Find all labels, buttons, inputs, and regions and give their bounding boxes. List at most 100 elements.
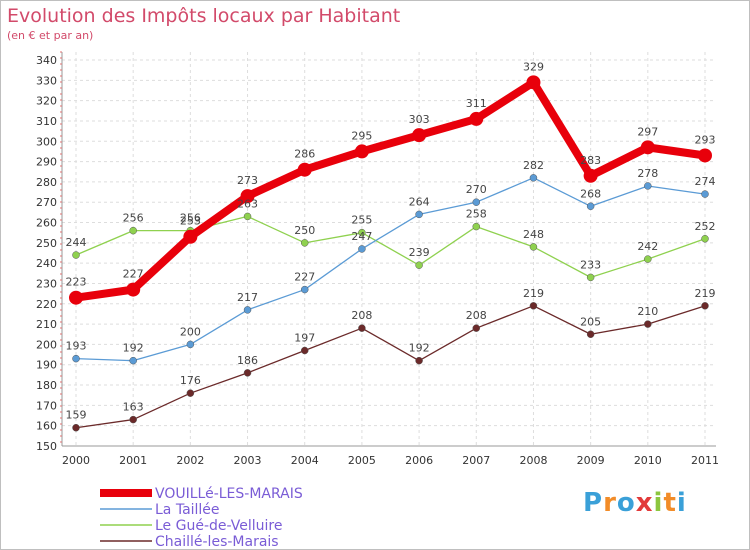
x-tick-label: 2002 [176,454,204,467]
y-tick-label: 330 [36,74,57,87]
data-point [297,162,312,177]
data-label: 293 [695,133,716,146]
data-point [698,148,712,163]
data-point [72,423,80,432]
data-label: 329 [523,60,544,73]
data-label: 233 [580,258,601,271]
logo-letter: t [663,488,677,518]
data-point [72,354,80,363]
data-point [529,174,538,182]
data-point [129,226,137,235]
data-point [126,282,141,297]
data-label: 186 [237,354,258,367]
data-label: 217 [237,291,258,304]
data-label: 219 [695,287,716,300]
series-line-2 [75,215,706,279]
x-tick-label: 2003 [234,454,262,467]
y-tick-label: 150 [36,440,57,453]
data-label: 248 [523,228,544,241]
x-tick-label: 2011 [691,454,719,467]
data-point [69,290,83,305]
x-tick-label: 2005 [348,454,376,467]
data-point [129,356,137,365]
data-point [472,222,481,231]
data-point [415,261,423,269]
data-label: 208 [351,309,372,322]
legend-label: VOUILLé-LES-MARAIS [155,486,303,502]
y-tick-label: 210 [36,318,57,331]
data-point [586,330,595,339]
series-line-1 [75,177,706,362]
data-label: 311 [466,97,487,110]
data-label: 197 [294,332,315,345]
y-tick-label: 170 [36,399,57,412]
data-point [529,243,538,251]
y-tick-label: 280 [36,176,57,189]
data-label: 303 [409,113,430,126]
data-point [358,228,366,237]
data-point [300,285,309,294]
data-point [586,202,595,211]
data-point [415,210,423,219]
y-tick-label: 160 [36,420,57,433]
chart-subtitle: (en € et par an) [7,29,94,42]
data-point [183,229,198,244]
data-point [243,369,252,377]
grid-lines [62,52,716,447]
data-label: 227 [294,271,315,284]
data-label: 200 [180,325,201,338]
data-point [644,182,652,190]
data-point [415,356,423,365]
data-label: 278 [637,167,658,180]
data-point [701,190,709,198]
y-tick-label: 310 [36,115,57,128]
logo-letter: i [653,488,664,518]
data-point [469,111,484,126]
legend-label: La Taillée [155,502,220,518]
x-tick-label: 2004 [291,454,319,467]
data-point [644,320,652,328]
data-label: 247 [351,230,372,243]
y-tick-label: 200 [36,338,57,351]
data-point [526,75,541,90]
data-label: 297 [637,125,658,138]
data-label: 193 [66,340,87,353]
data-label: 192 [409,342,430,355]
data-label: 256 [123,212,144,225]
logo-letter: x [635,488,654,518]
x-tick-label: 2006 [405,454,433,467]
data-label: 163 [123,401,144,414]
x-tick-label: 2000 [62,454,90,467]
data-label: 268 [580,187,601,200]
x-tick-label: 2007 [462,454,490,467]
data-label: 223 [66,276,87,289]
data-point [644,255,652,263]
legend-label: Chaillé-les-Marais [155,534,279,550]
data-label: 255 [351,214,372,227]
data-label: 192 [123,342,144,355]
proxiti-logo: Proxiti [583,488,687,518]
series-line-0 [75,78,706,302]
data-point [358,324,366,332]
data-label: 263 [237,197,258,210]
logo-letter: r [603,488,617,518]
data-label: 239 [409,246,430,259]
data-point [472,324,481,332]
data-point [300,346,309,355]
data-point [129,415,137,424]
chart-title: Evolution des Impôts locaux par Habitant [7,5,401,27]
data-point [586,273,595,282]
y-tick-label: 230 [36,277,57,290]
y-tick-label: 190 [36,359,57,372]
data-point [243,212,252,221]
data-label: 274 [695,175,716,188]
data-label: 264 [409,195,430,208]
data-label: 159 [66,409,87,422]
logo-letter: P [583,488,604,518]
y-tick-label: 220 [36,298,57,311]
plot-area [62,52,716,446]
data-label: 273 [237,174,258,187]
x-tick-label: 2009 [577,454,605,467]
